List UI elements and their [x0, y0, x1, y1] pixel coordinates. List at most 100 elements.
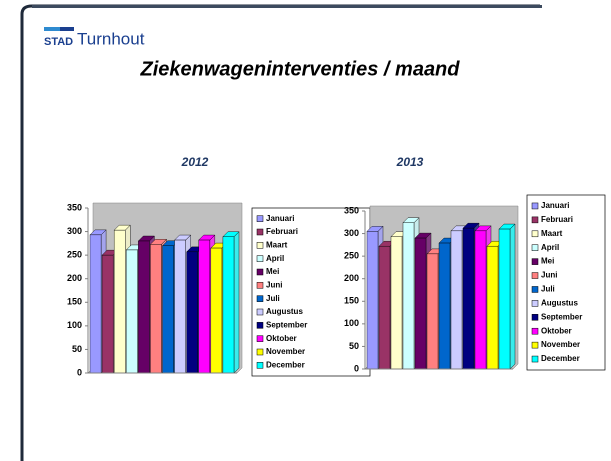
y-tick-label: 150 [344, 296, 359, 306]
legend-swatch [531, 258, 539, 265]
y-tick-label: 150 [67, 297, 82, 307]
legend-swatch [256, 348, 264, 356]
legend-swatch [256, 308, 264, 316]
legend-swatch [256, 322, 264, 329]
legend-swatch [531, 327, 539, 335]
legend-label: April [541, 243, 559, 252]
bar [486, 246, 499, 370]
slide-border [20, 4, 540, 461]
legend-label: November [541, 340, 580, 349]
legend-swatch [531, 314, 539, 321]
legend-label: Oktober [266, 334, 297, 343]
legend-label: Januari [266, 214, 294, 223]
bar [450, 230, 463, 370]
bar [126, 249, 138, 374]
bar [101, 254, 114, 374]
legend-label: Augustus [266, 307, 303, 316]
legend-swatch [256, 242, 264, 249]
bar [402, 222, 415, 370]
legend-label: Mei [541, 257, 554, 266]
logo-accent [60, 27, 74, 31]
bar [138, 240, 150, 374]
legend-swatch [256, 215, 264, 222]
bar [150, 244, 162, 374]
bar-side [233, 231, 240, 374]
slide-title: Ziekenwageninterventies / maand [140, 58, 461, 80]
bar [162, 245, 174, 374]
legend-label: April [266, 254, 284, 263]
bar [426, 253, 439, 370]
legend-label: December [266, 360, 305, 369]
legend-swatch [531, 355, 539, 363]
legend-swatch [531, 230, 539, 238]
legend-label: September [266, 320, 307, 329]
legend-swatch [531, 216, 539, 224]
legend-box [251, 207, 371, 377]
legend-label: Maart [266, 240, 288, 249]
legend-label: Juli [541, 285, 555, 294]
y-tick-label: 350 [67, 202, 82, 212]
legend-swatch [531, 244, 539, 251]
legend-label: Augustus [541, 298, 578, 307]
legend-swatch [256, 228, 264, 236]
y-tick-label: 300 [344, 228, 359, 238]
legend-swatch [256, 255, 264, 262]
legend-label: November [266, 347, 305, 356]
y-tick-label: 250 [344, 251, 359, 261]
legend-box [526, 194, 606, 371]
y-tick-label: 0 [77, 367, 82, 377]
bar [198, 239, 211, 374]
legend-label: Oktober [541, 326, 572, 335]
bar [438, 242, 451, 370]
bar [174, 239, 186, 374]
y-tick-label: 50 [349, 341, 359, 351]
legend-label: Mei [266, 267, 279, 276]
legend-label: Januari [541, 201, 569, 210]
legend-swatch [256, 268, 264, 276]
legend-swatch [256, 282, 264, 289]
bar [113, 229, 126, 374]
legend-swatch [531, 272, 539, 279]
y-tick-label: 350 [344, 205, 359, 215]
legend-swatch [256, 362, 264, 369]
logo-small: STAD [44, 36, 73, 48]
legend-label: Juni [266, 280, 282, 289]
bar [366, 231, 379, 370]
logo-accent [44, 27, 60, 31]
y-tick-label: 200 [344, 273, 359, 283]
legend-label: September [541, 312, 582, 321]
legend-swatch [256, 295, 264, 302]
logo-large: Turnhout [77, 29, 145, 48]
y-tick-label: 0 [354, 363, 359, 373]
legend-label: Maart [541, 229, 563, 238]
chart-title: 2013 [396, 155, 424, 169]
y-tick-label: 50 [72, 344, 82, 354]
y-tick-label: 250 [67, 250, 82, 260]
y-tick-label: 300 [67, 226, 82, 236]
bar [222, 236, 235, 374]
legend-label: Februari [541, 215, 573, 224]
header-bar [32, 5, 542, 8]
bar [414, 237, 427, 370]
legend-label: Februari [266, 227, 298, 236]
bar [378, 246, 391, 370]
bar [462, 227, 475, 370]
chart-title: 2012 [181, 155, 209, 169]
legend-label: Juli [266, 294, 280, 303]
y-tick-label: 100 [67, 320, 82, 330]
legend-label: December [541, 354, 580, 363]
bar [498, 228, 511, 370]
legend-swatch [256, 335, 264, 342]
bar [210, 247, 223, 374]
y-tick-label: 200 [67, 273, 82, 283]
legend-swatch [531, 341, 539, 349]
y-tick-label: 100 [344, 318, 359, 328]
bar [186, 251, 198, 374]
bar [474, 230, 487, 370]
legend-swatch [531, 300, 539, 307]
bar-side [509, 223, 516, 370]
legend-swatch [531, 286, 539, 293]
bar [89, 234, 102, 374]
legend-label: Juni [541, 271, 557, 280]
